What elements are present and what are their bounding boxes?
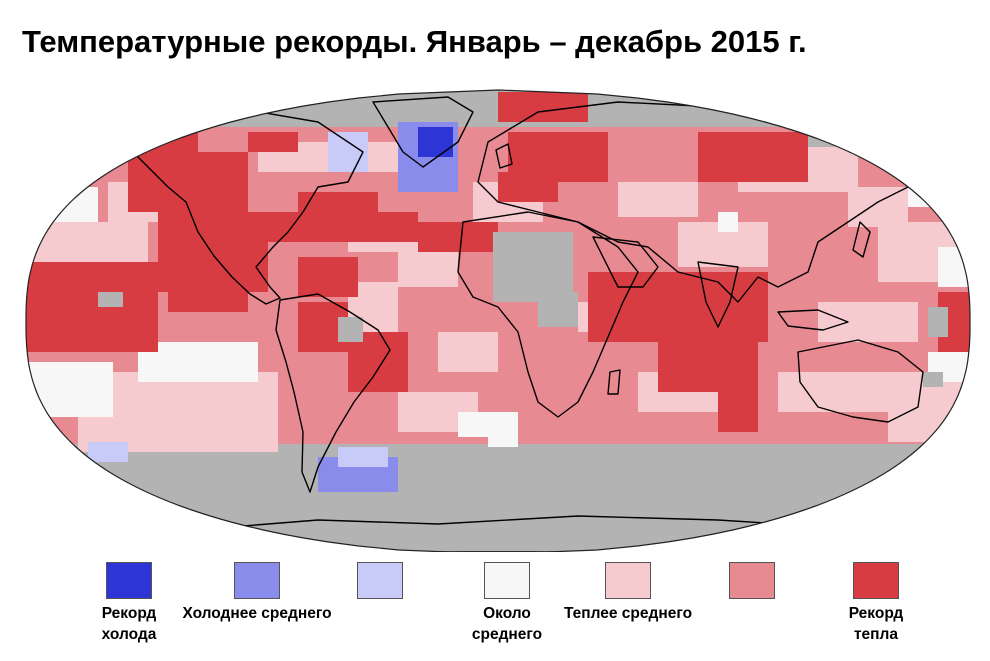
page-title: Температурные рекорды. Январь – декабрь …	[22, 24, 807, 59]
anomaly-cell	[498, 172, 558, 202]
land-outline-greenland	[372, 96, 474, 168]
anomaly-cell	[923, 372, 943, 387]
land-outline-indonesia	[777, 309, 849, 331]
anomaly-cell	[588, 272, 768, 342]
legend-swatch-light-cold	[357, 562, 403, 599]
anomaly-cell	[298, 257, 358, 297]
anomaly-cell	[98, 292, 123, 307]
anomaly-cell	[928, 307, 948, 337]
anomaly-cell	[88, 442, 128, 462]
world-anomaly-map	[18, 72, 978, 552]
land-outline-madagascar	[607, 369, 621, 395]
legend-item-above-average	[662, 562, 842, 603]
land-outline-arabia	[592, 236, 659, 288]
land-outline-north-america	[132, 109, 364, 305]
map-canvas	[25, 89, 971, 552]
legend-item-above-average-light: Теплее среднего	[538, 562, 718, 624]
anomaly-cell	[28, 222, 148, 262]
anomaly-cell	[658, 342, 758, 392]
legend-item-near-average: Около среднего	[417, 562, 597, 645]
land-outline-australia	[797, 339, 924, 423]
antarctic-no-data	[26, 444, 970, 552]
land-outline-uk	[495, 143, 513, 169]
legend-swatch-above-average	[729, 562, 775, 599]
land-outline-japan	[852, 221, 871, 258]
anomaly-cell	[718, 212, 738, 232]
legend-swatch-record-warm	[853, 562, 899, 599]
legend-item-below-average: Холоднее среднего	[167, 562, 347, 624]
anomaly-cell	[908, 182, 958, 207]
legend-swatch-below-average	[234, 562, 280, 599]
legend-swatch-above-average-light	[605, 562, 651, 599]
anomaly-cell	[418, 127, 453, 157]
anomaly-cell	[138, 127, 198, 152]
anomaly-cell	[248, 132, 298, 152]
legend-swatch-near-average	[484, 562, 530, 599]
anomaly-cell	[328, 132, 368, 172]
anomaly-cell	[168, 232, 248, 312]
anomaly-cell	[26, 262, 158, 352]
legend-label-record-cold: Рекорд холода	[101, 605, 157, 643]
anomaly-cell	[818, 302, 918, 342]
legend-swatch-record-cold	[106, 562, 152, 599]
legend-label-above-average-light: Теплее среднего	[563, 605, 693, 622]
anomaly-cell	[718, 392, 758, 432]
land-outline-india	[697, 261, 739, 328]
anomaly-cell	[888, 382, 970, 442]
anomaly-cell	[398, 247, 458, 287]
anomaly-cell	[848, 187, 908, 227]
anomaly-cell	[338, 447, 388, 467]
legend-item-record-warm: Рекорд тепла	[786, 562, 966, 645]
land-outline-south-america	[275, 293, 391, 493]
anomaly-cell	[338, 317, 363, 342]
land-outlines	[117, 96, 949, 552]
legend-label-below-average: Холоднее среднего	[182, 605, 332, 622]
legend-item-record-cold: Рекорд холода	[39, 562, 219, 645]
map-legend: Рекорд холода Холоднее среднего Около ср…	[0, 562, 990, 661]
anomaly-cell	[418, 222, 498, 252]
anomaly-cell	[26, 362, 113, 417]
anomaly-cell	[493, 232, 573, 302]
anomaly-cell	[938, 247, 970, 287]
anomaly-cell	[128, 152, 248, 212]
anomaly-cell	[488, 432, 518, 447]
legend-label-near-average: Около среднего	[471, 605, 543, 643]
anomaly-cell	[298, 192, 378, 232]
anomaly-cell	[538, 292, 578, 327]
legend-item-light-cold	[290, 562, 470, 603]
legend-label-record-warm: Рекорд тепла	[848, 605, 904, 643]
anomaly-cell	[698, 132, 808, 182]
anomaly-grid	[26, 90, 970, 552]
map-globe-outline	[25, 89, 971, 552]
anomaly-cell	[618, 182, 698, 217]
anomaly-cell	[438, 332, 498, 372]
